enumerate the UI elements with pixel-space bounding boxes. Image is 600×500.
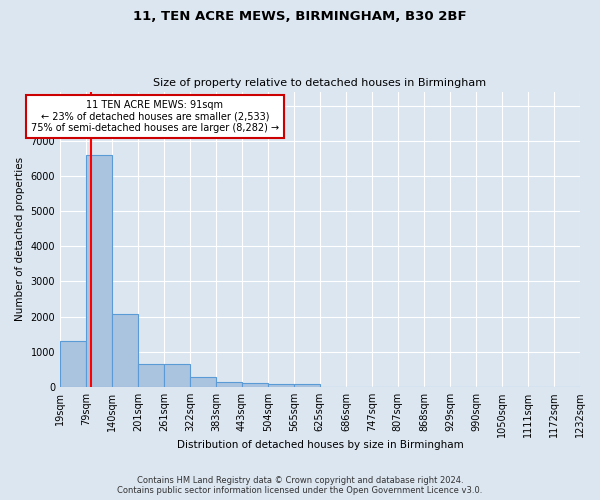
Text: 11 TEN ACRE MEWS: 91sqm
← 23% of detached houses are smaller (2,533)
75% of semi: 11 TEN ACRE MEWS: 91sqm ← 23% of detache…: [31, 100, 279, 133]
Title: Size of property relative to detached houses in Birmingham: Size of property relative to detached ho…: [154, 78, 487, 88]
Bar: [112, 314, 138, 387]
Bar: [138, 364, 164, 387]
X-axis label: Distribution of detached houses by size in Birmingham: Distribution of detached houses by size …: [176, 440, 463, 450]
Bar: [242, 382, 268, 387]
Bar: [190, 378, 216, 387]
Bar: [294, 384, 320, 387]
Text: Contains HM Land Registry data © Crown copyright and database right 2024.
Contai: Contains HM Land Registry data © Crown c…: [118, 476, 482, 495]
Bar: [216, 382, 242, 387]
Bar: [86, 155, 112, 387]
Bar: [60, 341, 86, 387]
Bar: [164, 364, 190, 387]
Y-axis label: Number of detached properties: Number of detached properties: [15, 157, 25, 322]
Bar: [268, 384, 294, 387]
Text: 11, TEN ACRE MEWS, BIRMINGHAM, B30 2BF: 11, TEN ACRE MEWS, BIRMINGHAM, B30 2BF: [133, 10, 467, 23]
